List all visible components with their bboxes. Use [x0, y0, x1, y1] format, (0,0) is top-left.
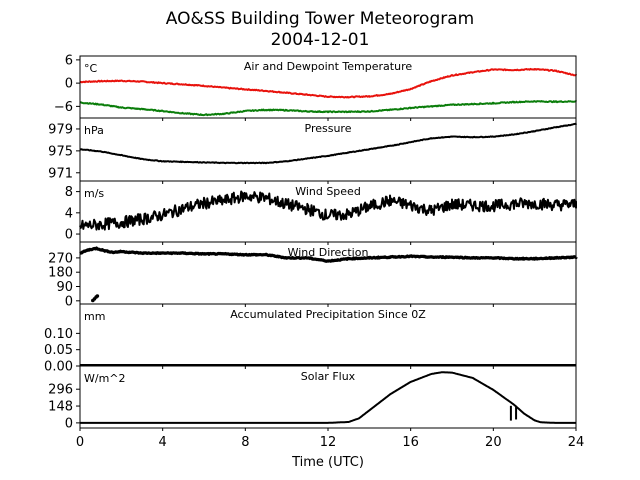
y-tick-label-2-3: 971 — [48, 166, 73, 181]
y-tick-label-5-2: 0.05 — [44, 343, 73, 358]
x-axis-label: Time (UTC) — [291, 455, 364, 470]
x-tick-label-3: 8 — [241, 435, 249, 450]
panel-5: 0.100.05 0.00 Accumulated Precipitation Si… — [44, 303, 577, 375]
unit-label-2: hPa — [84, 124, 104, 137]
series-line-6-1 — [79, 371, 577, 424]
y-tick-label-3-3: 0 — [65, 228, 73, 243]
unit-label-3: m/s — [84, 187, 104, 200]
x-tick-label-1: 0 — [76, 435, 84, 450]
series-line-1-1 — [79, 67, 577, 99]
y-tick-label-4-2: 180 — [48, 266, 73, 281]
x-tick-label-7: 24 — [568, 435, 585, 450]
panel-title-1: Air and Dewpoint Temperature — [244, 60, 412, 73]
x-tick-label-4: 12 — [320, 435, 337, 450]
y-tick-label-3-1: 8 — [65, 185, 73, 200]
panel-2: 979 975 971 Pressure hPa — [48, 117, 577, 184]
panel-title-3: Wind Speed — [295, 185, 361, 198]
figure-date: 2004-12-01 — [271, 30, 370, 50]
x-tick-label-2: 4 — [159, 435, 167, 450]
unit-label-1: °C — [84, 62, 98, 75]
y-tick-label-6-3: 0 — [65, 416, 73, 431]
y-tick-label-6-2: 148 — [48, 400, 73, 415]
y-tick-label-1-2: 0 — [65, 77, 73, 92]
y-tick-label-1-3: −6 — [54, 100, 73, 115]
wind-direction-point-4 — [95, 294, 100, 298]
panel-title-2: Pressure — [305, 122, 352, 135]
y-tick-label-5-3: 0.00 — [44, 360, 73, 375]
panel-title-6: Solar Flux — [301, 370, 356, 383]
panel-1: 6 0 −6 Air and Dewpoint Temperature °C — [54, 53, 577, 121]
x-tick-label-6: 20 — [485, 435, 502, 450]
y-tick-label-2-1: 979 — [48, 122, 73, 137]
series-line-2-1 — [79, 122, 577, 165]
y-tick-label-3-2: 4 — [65, 206, 73, 221]
y-tick-label-2-2: 975 — [48, 144, 73, 159]
figure-title: AO&SS Building Tower Meteorogram — [166, 9, 474, 29]
y-tick-label-6-1: 296 — [48, 383, 73, 398]
panel-3: 8 4 0 Wind Speed m/s — [65, 180, 577, 245]
panels-group: 6 0 −6 Air and Dewpoint Temperature °C 979 975… — [44, 53, 584, 470]
series-line-1-2 — [79, 100, 577, 117]
panel-title-4: Wind Direction — [288, 246, 369, 259]
unit-label-6: W/m^2 — [84, 372, 126, 385]
unit-label-5: mm — [84, 310, 105, 323]
y-tick-label-4-1: 270 — [48, 251, 73, 266]
series-line-4-1 — [79, 246, 578, 263]
y-tick-label-5-1: 0.10 — [44, 327, 73, 342]
y-tick-label-4-4: 0 — [65, 294, 73, 309]
series-line-3-1 — [79, 190, 577, 231]
panel-title-5: Accumulated Precipitation Since 0Z — [230, 308, 426, 321]
y-tick-label-1-1: 6 — [65, 53, 73, 68]
x-tick-label-5: 16 — [402, 435, 419, 450]
y-tick-label-4-3: 90 — [56, 280, 73, 295]
